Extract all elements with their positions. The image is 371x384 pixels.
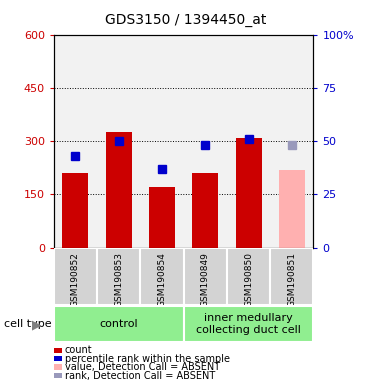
- Bar: [184, 306, 313, 342]
- Text: GSM190853: GSM190853: [114, 252, 123, 307]
- Text: GSM190854: GSM190854: [158, 252, 167, 307]
- Bar: [54, 248, 97, 305]
- Text: rank, Detection Call = ABSENT: rank, Detection Call = ABSENT: [65, 371, 215, 381]
- Text: GSM190852: GSM190852: [71, 252, 80, 307]
- Text: value, Detection Call = ABSENT: value, Detection Call = ABSENT: [65, 362, 220, 372]
- Text: GSM190850: GSM190850: [244, 252, 253, 307]
- Bar: [270, 248, 313, 305]
- Text: control: control: [99, 319, 138, 329]
- Bar: [184, 248, 227, 305]
- Text: GSM190849: GSM190849: [201, 252, 210, 307]
- Bar: [227, 248, 270, 305]
- Bar: [192, 173, 218, 248]
- Bar: [279, 170, 305, 248]
- Text: percentile rank within the sample: percentile rank within the sample: [65, 354, 230, 364]
- Bar: [54, 306, 184, 342]
- Bar: [62, 173, 88, 248]
- Bar: [97, 248, 140, 305]
- Bar: [140, 248, 184, 305]
- Bar: [106, 132, 132, 248]
- Text: GSM190851: GSM190851: [288, 252, 296, 307]
- Text: cell type: cell type: [4, 319, 51, 329]
- Bar: [236, 137, 262, 248]
- Text: count: count: [65, 345, 92, 355]
- Text: ▶: ▶: [32, 318, 42, 331]
- Text: inner medullary
collecting duct cell: inner medullary collecting duct cell: [196, 313, 301, 335]
- Text: GDS3150 / 1394450_at: GDS3150 / 1394450_at: [105, 13, 266, 27]
- Bar: [149, 187, 175, 248]
